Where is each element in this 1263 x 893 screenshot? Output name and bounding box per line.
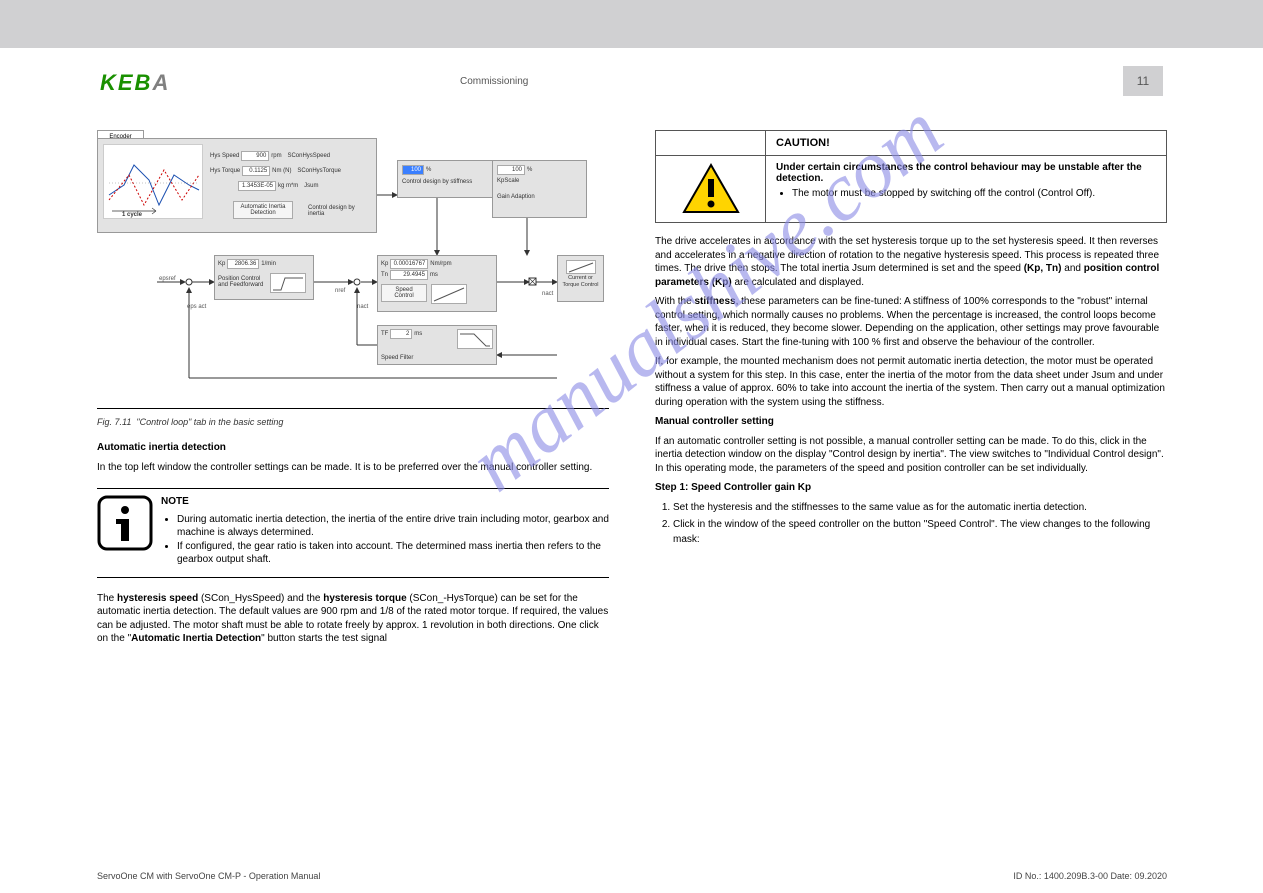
p-hysteresis: The hysteresis speed (SCon_HysSpeed) and… (97, 592, 609, 646)
hys-torque-unit: Nm (N) (272, 168, 291, 174)
logo-gray: A (152, 70, 170, 95)
brand-logo: KEBA (100, 70, 170, 96)
figure-caption: Fig. 7.11 "Control loop" tab in the basi… (97, 417, 609, 427)
caution-title: CAUTION! (776, 137, 830, 149)
speed-kp-value[interactable]: 0.00016767 (390, 259, 428, 269)
speed-filter-box: TF 2 ms Speed Filter (377, 325, 497, 365)
auto-title: Automatic inertia detection (97, 441, 609, 455)
step-title: Step 1: Speed Controller gain Kp (655, 481, 1167, 495)
stiffness-unit: % (426, 167, 431, 173)
hys-torque-map: SConHysTorque (297, 168, 341, 174)
step-1: Set the hysteresis and the stiffnesses t… (673, 501, 1167, 516)
hys-speed-row: Hys Speed 900 rpm SConHysSpeed (210, 151, 330, 161)
pos-ctrl-label: Position Control and Feedforward (218, 276, 266, 288)
svg-text:eps act: eps act (187, 304, 207, 310)
note-box: NOTE During automatic inertia detection,… (97, 488, 609, 578)
speed-ctrl-box: Kp 0.00016767 Nm/rpm Tn 29.4945 ms Speed… (377, 255, 497, 312)
logo-green: KEB (100, 70, 152, 95)
manual-title: Manual controller setting (655, 415, 1167, 429)
step-list: Set the hysteresis and the stiffnesses t… (655, 501, 1167, 548)
jsum-map: Jsum (304, 183, 318, 189)
jsum-row: 1.3453E-05 kg m*m Jsum (238, 181, 318, 191)
speed-tn-unit: ms (430, 272, 438, 278)
control-loop-diagram: epsref eps act nref nact nact 1 cycle Hy… (97, 130, 607, 400)
p-stiffness: With the stiffness, these parameters can… (655, 295, 1167, 349)
fig-num: Fig. 7.11 (97, 417, 131, 427)
pos-kp-label: Kp (218, 261, 225, 267)
footer-right: ID No.: 1400.209B.3-00 Date: 09.2020 (1013, 871, 1167, 881)
pos-thumb (270, 273, 306, 293)
kpscale-value[interactable]: 100 (497, 165, 525, 175)
tf-label: TF (381, 331, 388, 337)
hys-speed-value[interactable]: 900 (241, 151, 269, 161)
filter-label: Speed Filter (381, 355, 493, 361)
inertia-box: 1 cycle Hys Speed 900 rpm SConHysSpeed H… (97, 138, 377, 233)
auto-paragraph: In the top left window the controller se… (97, 461, 609, 475)
info-icon (97, 495, 153, 551)
svg-text:epsref: epsref (159, 276, 176, 282)
p-manual-inertia: If, for example, the mounted mechanism d… (655, 355, 1167, 409)
page-number: 11 (1123, 66, 1163, 96)
speed-ctrl-button[interactable]: Speed Control (381, 284, 427, 302)
jsum-unit: kg m*m (278, 183, 298, 189)
inertia-chart-thumb: 1 cycle (103, 144, 203, 219)
caution-table: CAUTION! Under certain circumstances the… (655, 130, 1167, 223)
kpscale-unit: % (527, 167, 532, 173)
tf-value[interactable]: 2 (390, 329, 412, 339)
footer-left: ServoOne CM with ServoOne CM-P - Operati… (97, 871, 320, 881)
p-accel: The drive accelerates in accordance with… (655, 235, 1167, 289)
position-ctrl-box: Kp 2806.36 1/min Position Control and Fe… (214, 255, 314, 300)
note-title: NOTE (161, 495, 609, 509)
ctrl-design-label: Control design by inertia (308, 205, 363, 217)
left-column: epsref eps act nref nact nact 1 cycle Hy… (97, 130, 609, 652)
hys-torque-label: Hys Torque (210, 168, 240, 174)
hys-torque-row: Hys Torque 0.1125 Nm (N) SConHysTorque (210, 166, 341, 176)
page-footer: ServoOne CM with ServoOne CM-P - Operati… (97, 871, 1167, 881)
speed-kp-unit: Nm/rpm (430, 261, 451, 267)
caution-sub: Under certain circumstances the control … (776, 162, 1156, 184)
fig-sep (97, 408, 609, 409)
filter-thumb (457, 329, 493, 349)
tf-unit: ms (414, 331, 422, 337)
speed-tn-value[interactable]: 29.4945 (390, 270, 428, 280)
speed-tn-label: Tn (381, 272, 388, 278)
kpscale-label: KpScale (497, 178, 582, 184)
current-ctrl-box: Current or Torque Control (557, 255, 604, 302)
svg-text:1 cycle: 1 cycle (122, 212, 143, 218)
gain-label: Gain Adaption (497, 194, 582, 200)
svg-text:nref: nref (335, 288, 346, 294)
pos-kp-value[interactable]: 2806.36 (227, 259, 259, 269)
current-label: Current or Torque Control (562, 275, 598, 288)
pos-kp-unit: 1/min (261, 261, 276, 267)
p-manual: If an automatic controller setting is no… (655, 435, 1167, 476)
speed-kp-label: Kp (381, 261, 388, 267)
breadcrumb: Commissioning (460, 76, 528, 87)
caution-bullet: The motor must be stopped by switching o… (792, 188, 1156, 199)
note-line2: If configured, the gear ratio is taken i… (177, 540, 609, 567)
header-bar (0, 0, 1263, 48)
hys-speed-map: SConHysSpeed (287, 153, 330, 159)
note-line1: During automatic inertia detection, the … (177, 513, 609, 540)
stiffness-value[interactable]: 100 (402, 165, 424, 175)
kpscale-box: 100 % KpScale Gain Adaption (492, 160, 587, 218)
svg-text:nact: nact (357, 304, 369, 310)
svg-text:nact: nact (542, 291, 554, 297)
current-thumb (566, 260, 596, 274)
jsum-value[interactable]: 1.3453E-05 (238, 181, 276, 191)
auto-inertia-button[interactable]: Automatic Inertia Detection (233, 201, 293, 219)
warning-icon (681, 162, 741, 216)
hys-torque-value[interactable]: 0.1125 (242, 166, 270, 176)
note-text: NOTE During automatic inertia detection,… (161, 495, 609, 571)
right-column: CAUTION! Under certain circumstances the… (655, 130, 1167, 551)
hys-speed-label: Hys Speed (210, 153, 239, 159)
speed-thumb (431, 284, 467, 304)
hys-speed-unit: rpm (271, 153, 281, 159)
fig-text: "Control loop" tab in the basic setting (136, 417, 283, 427)
step-2: Click in the window of the speed control… (673, 518, 1167, 547)
